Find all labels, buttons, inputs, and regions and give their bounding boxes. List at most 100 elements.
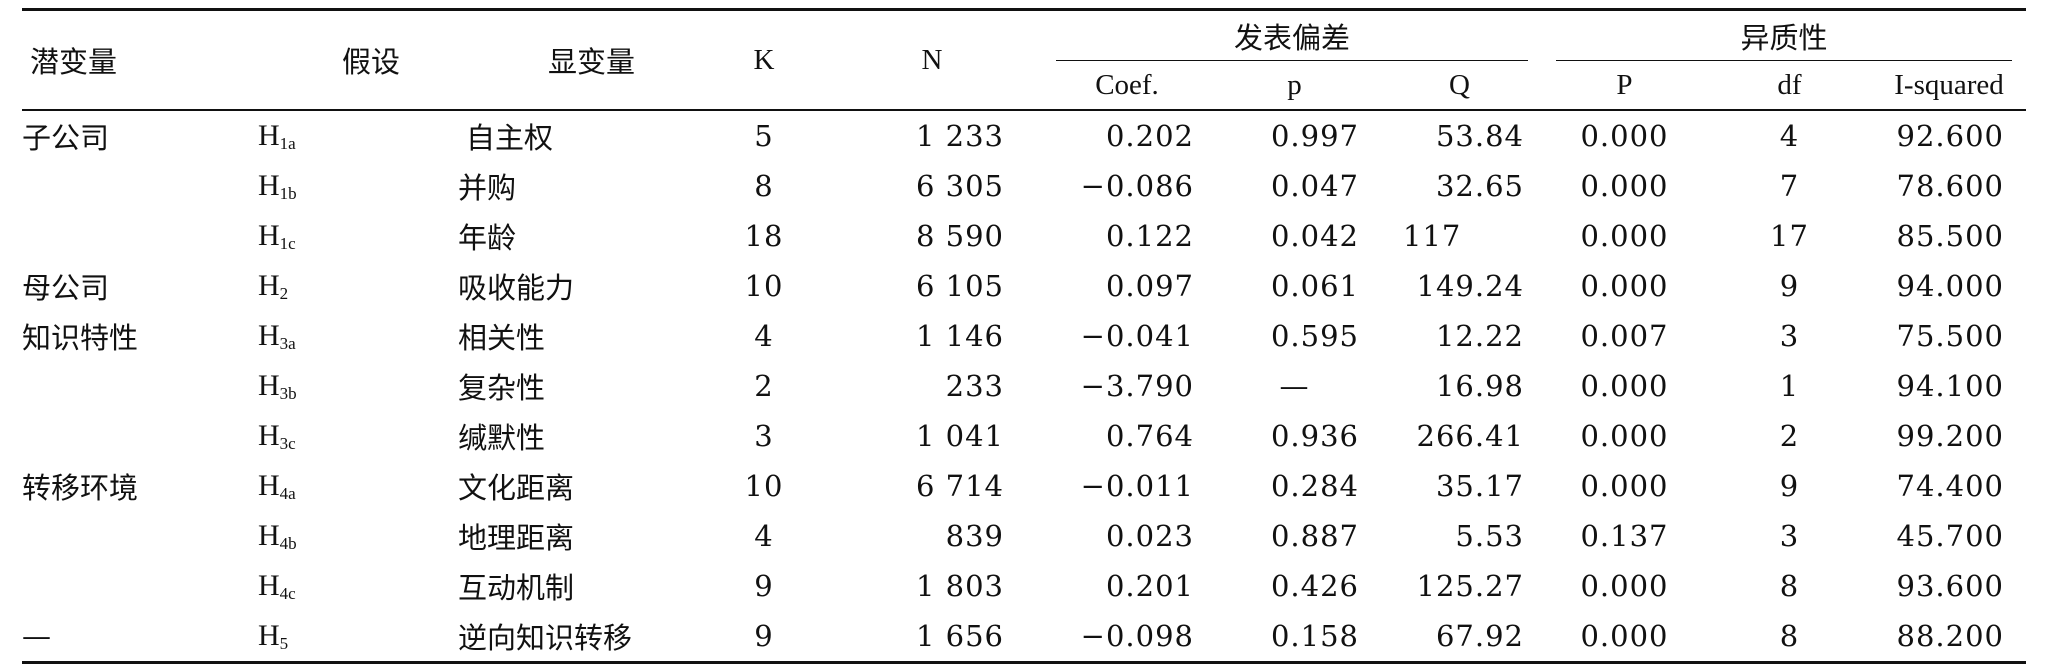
cell-p: 0.284 [1270,469,1359,503]
cell-P: 0.007 [1580,319,1669,353]
cell-observed: 互动机制 [458,571,575,605]
header-i-squared: I-squared [1872,61,2027,111]
cell-n: 6 305 [915,169,1004,203]
cell-coef: −0.041 [1080,319,1194,353]
cell-P: 0.000 [1580,369,1669,403]
cell-i-squared: 94.100 [1896,369,2005,403]
cell-observed: 吸收能力 [458,271,575,305]
cell-coef: 0.097 [1105,269,1194,303]
cell-p: 0.042 [1270,219,1359,253]
cell-df: 4 [1779,119,1800,153]
cell-i-squared: 45.700 [1896,519,2005,553]
cell-df: 9 [1779,469,1800,503]
header-latent: 潜变量 [22,8,258,111]
cell-hypothesis: H1a [258,118,296,153]
cell-k: 4 [754,519,774,553]
table-row: H1c 年龄 18 8 590 0.122 0.042 117 0.000 17… [22,211,2026,261]
cell-i-squared: 93.600 [1896,569,2005,603]
cell-hypothesis: H4c [258,568,296,603]
cell-hypothesis: H3a [258,318,296,353]
cell-hypothesis: H1c [258,218,296,253]
table-row: 转移环境 H4a 文化距离 10 6 714 −0.011 0.284 35.1… [22,461,2026,511]
cell-observed: 年龄 [458,221,517,255]
cell-P: 0.000 [1580,269,1669,303]
cell-n: 1 146 [915,319,1004,353]
cell-hypothesis: H4b [258,518,297,553]
cell-df: 3 [1779,519,1800,553]
cell-coef: 0.202 [1105,119,1194,153]
cell-observed: 文化距离 [458,471,575,505]
header-df: df [1707,61,1872,111]
cell-i-squared: 78.600 [1896,169,2005,203]
cell-p: — [1279,369,1310,403]
header-heterogeneity: 异质性 [1542,8,2027,62]
cell-latent: — [22,611,258,664]
cell-latent [22,561,258,611]
cell-n: 839 [945,519,1004,553]
table-row: H3c 缄默性 3 1 041 0.764 0.936 266.41 0.000… [22,411,2026,461]
cell-observed: 并购 [458,171,517,205]
cell-hypothesis: H3b [258,368,297,403]
cell-P: 0.000 [1580,219,1669,253]
cell-coef: −0.098 [1042,611,1212,664]
table-row: — H5 逆向知识转移 9 1 656 −0.098 0.158 67.92 0… [22,611,2027,664]
cell-hypothesis: H5 [258,611,458,664]
cell-k: 5 [754,119,774,153]
cell-k: 9 [706,611,822,664]
cell-i-squared: 94.000 [1896,269,2005,303]
cell-p: 0.047 [1270,169,1359,203]
cell-df: 2 [1779,419,1800,453]
table-body: 子公司 H1a 自主权 5 1 233 0.202 0.997 53.84 0.… [22,110,2027,664]
cell-latent: 母公司 [22,271,110,305]
cell-P: 0.000 [1580,469,1669,503]
cell-df: 7 [1779,169,1800,203]
cell-k: 10 [744,469,784,503]
cell-k: 4 [754,319,774,353]
cell-coef: 0.201 [1105,569,1194,603]
cell-latent: 转移环境 [22,471,139,505]
cell-latent: 子公司 [22,121,110,155]
cell-df: 3 [1779,319,1800,353]
cell-hypothesis: H1b [258,168,297,203]
cell-k: 10 [744,269,784,303]
table-row: H4c 互动机制 9 1 803 0.201 0.426 125.27 0.00… [22,561,2026,611]
cell-p: 0.936 [1270,419,1359,453]
cell-i-squared: 99.200 [1896,419,2005,453]
cell-n: 1 041 [915,419,1004,453]
cell-k: 3 [754,419,774,453]
cell-n: 1 656 [822,611,1042,664]
cell-df: 1 [1779,369,1800,403]
cell-i-squared: 75.500 [1896,319,2005,353]
cell-df: 8 [1779,569,1800,603]
header-q: Q [1377,61,1542,111]
cell-q: 16.98 [1435,369,1524,403]
cell-p: 0.426 [1270,569,1359,603]
cell-latent [22,361,258,411]
cell-hypothesis: H2 [258,268,289,303]
header-observed: 显变量 [458,8,706,111]
cell-coef: −3.790 [1080,369,1194,403]
cell-P: 0.000 [1580,569,1669,603]
cell-n: 233 [945,369,1004,403]
cell-i-squared: 85.500 [1896,219,2005,253]
cell-q: 117 [1403,219,1462,253]
cell-p: 0.997 [1270,119,1359,153]
cell-k: 8 [754,169,774,203]
cell-df: 9 [1779,269,1800,303]
header-p-lower: p [1212,61,1377,111]
cell-hypothesis: H4a [258,468,296,503]
cell-observed: 地理距离 [458,521,575,555]
table-row: 子公司 H1a 自主权 5 1 233 0.202 0.997 53.84 0.… [22,110,2026,161]
cell-i-squared: 92.600 [1896,119,2005,153]
cell-n: 8 590 [915,219,1004,253]
table-row: 知识特性 H3a 相关性 4 1 146 −0.041 0.595 12.22 … [22,311,2026,361]
cell-latent [22,511,258,561]
header-publication-bias: 发表偏差 [1042,8,1542,62]
table-row: 母公司 H2 吸收能力 10 6 105 0.097 0.061 149.24 … [22,261,2026,311]
cell-P: 0.137 [1580,519,1669,553]
cell-observed: 复杂性 [458,371,546,405]
table-header: 潜变量 假设 显变量 K N 发表偏差 异质性 Coef. p Q P df I… [22,8,2027,111]
cell-q: 35.17 [1435,469,1524,503]
cell-n: 1 233 [915,119,1004,153]
cell-k: 18 [744,219,784,253]
